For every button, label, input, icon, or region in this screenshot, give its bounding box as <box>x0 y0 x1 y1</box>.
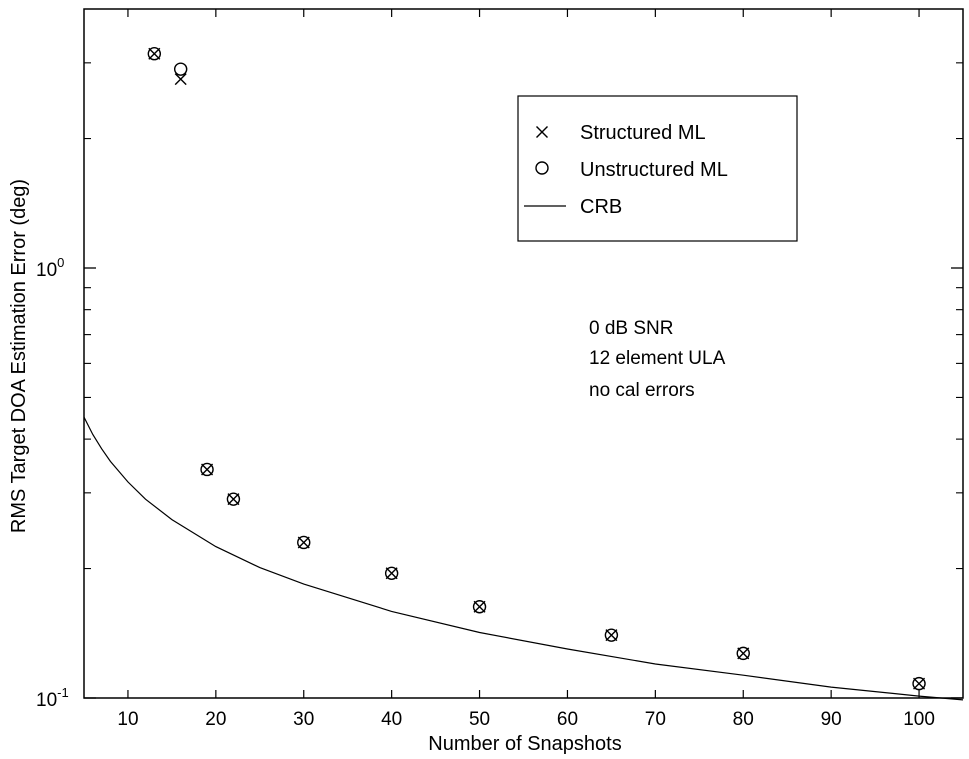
plot-frame <box>83 8 964 699</box>
unstructured-ml-point <box>200 462 214 477</box>
y-tick-label: 10-1 <box>36 685 69 711</box>
axis-ticks <box>84 9 963 699</box>
unstructured-ml-point <box>604 628 619 642</box>
legend: Structured ML Unstructured ML CRB <box>517 95 798 242</box>
structured-ml-point <box>148 47 161 60</box>
unstructured-ml-point <box>912 676 926 691</box>
y-tick-labels: 10-1 100 <box>36 255 69 711</box>
unstructured-ml-point <box>173 62 188 76</box>
x-tick-label: 30 <box>293 709 314 730</box>
x-tick-label: 10 <box>117 709 138 730</box>
x-tick-label: 40 <box>381 709 402 730</box>
structured-ml-point <box>201 463 214 476</box>
crb-series <box>83 416 964 701</box>
x-marker-stroke <box>201 463 214 476</box>
crb-line <box>83 416 964 701</box>
annotation-snr: 0 dB SNR <box>589 318 673 339</box>
unstructured-ml-point <box>226 492 241 506</box>
unstructured-ml-point <box>297 535 311 550</box>
x-tick-label: 60 <box>557 709 578 730</box>
x-tick-label: 50 <box>469 709 490 730</box>
scatter-markers <box>147 47 926 691</box>
annotation-array: 12 element ULA <box>589 348 726 369</box>
legend-entry-unstructured-ml: Unstructured ML <box>580 159 728 181</box>
legend-symbols <box>524 126 566 207</box>
x-tick-labels: 10 20 30 40 50 60 70 80 90 100 <box>117 709 935 730</box>
structured-ml-point <box>227 493 240 506</box>
structured-ml-point <box>737 647 750 660</box>
x-marker-stroke <box>148 47 161 60</box>
x-marker-stroke <box>227 493 240 506</box>
structured-ml-point <box>297 536 310 549</box>
unstructured-ml-point <box>472 600 487 614</box>
legend-box <box>517 95 798 242</box>
x-tick-label: 100 <box>903 709 935 730</box>
unstructured-ml-point <box>736 646 750 661</box>
x-axis-label: Number of Snapshots <box>428 733 621 755</box>
x-marker-stroke <box>297 536 310 549</box>
annotations: 0 dB SNR 12 element ULA no cal errors <box>589 318 726 401</box>
unstructured-ml-point <box>384 566 399 580</box>
structured-ml-point <box>385 567 398 580</box>
legend-x-symbol <box>536 126 548 138</box>
structured-ml-point <box>174 73 187 86</box>
structured-ml-point <box>605 629 618 642</box>
y-axis-label: RMS Target DOA Estimation Error (deg) <box>8 179 30 533</box>
x-marker-stroke <box>605 629 618 642</box>
legend-circle-symbol <box>535 161 549 175</box>
x-marker-stroke <box>737 647 750 660</box>
structured-ml-point <box>913 677 926 690</box>
structured-ml-point <box>473 600 486 613</box>
unstructured-ml-point <box>147 47 162 61</box>
x-marker-stroke <box>174 73 187 86</box>
x-tick-label: 90 <box>821 709 842 730</box>
x-marker-stroke <box>913 677 926 690</box>
annotation-cal: no cal errors <box>589 380 695 401</box>
x-marker-stroke <box>473 600 486 613</box>
x-tick-label: 70 <box>645 709 666 730</box>
legend-entry-structured-ml: Structured ML <box>580 122 706 144</box>
x-marker-stroke <box>385 567 398 580</box>
x-tick-label: 20 <box>205 709 226 730</box>
y-tick-label: 100 <box>36 255 64 281</box>
legend-entry-crb: CRB <box>580 196 622 218</box>
x-tick-label: 80 <box>733 709 754 730</box>
